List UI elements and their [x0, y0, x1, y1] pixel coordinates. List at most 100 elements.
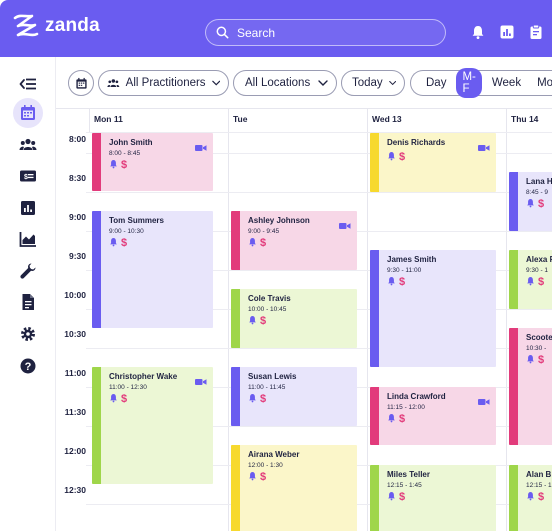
video-camera-icon[interactable] — [195, 139, 207, 157]
svg-text:$: $ — [538, 276, 544, 286]
appointment-status-icons: $ — [526, 353, 546, 364]
payment-dollar-icon: $ — [260, 237, 266, 247]
appointment-time: 8:00 - 8:45 — [109, 150, 141, 157]
settings-icon[interactable] — [18, 324, 38, 344]
time-label: 8:30 — [68, 173, 86, 183]
appointment-color-bar — [509, 328, 518, 445]
bell-icon[interactable] — [470, 24, 486, 40]
locations-label: All Locations — [245, 77, 311, 89]
top-bar: zanda — [0, 0, 552, 57]
appointment-time: 12:15 - 1 — [526, 482, 552, 489]
appointment-color-bar — [92, 133, 101, 191]
reminder-bell-icon — [527, 491, 534, 500]
appointment-card[interactable]: Linda Crawford 11:15 - 12:00 $ — [370, 387, 496, 445]
payment-dollar-icon: $ — [538, 198, 544, 208]
appointment-card[interactable]: James Smith 9:30 - 11:00 $ — [370, 250, 496, 367]
reminder-bell-icon — [527, 198, 534, 207]
clipboard-icon[interactable] — [528, 24, 544, 40]
appointment-card[interactable]: Tom Summers 9:00 - 10:30 $ — [92, 211, 213, 328]
logo[interactable]: zanda — [12, 13, 100, 39]
zanda-logo-icon — [13, 14, 39, 37]
appointment-color-bar — [370, 250, 379, 367]
payment-dollar-icon: $ — [399, 151, 405, 161]
header-divider — [86, 132, 552, 133]
appointment-card[interactable]: Christopher Wake 11:00 - 12:30 $ — [92, 367, 213, 484]
appointment-client-name: Scoote — [526, 333, 552, 342]
day-header[interactable]: Thu 14 — [506, 109, 552, 132]
analytics-icon[interactable] — [18, 229, 38, 249]
billing-icon[interactable]: $ — [18, 166, 38, 186]
practitioners-label: All Practitioners — [125, 77, 206, 89]
payment-dollar-icon: $ — [260, 315, 266, 325]
view-week[interactable]: Week — [491, 77, 522, 89]
appointment-client-name: John Smith — [109, 138, 153, 147]
video-icon — [195, 379, 207, 385]
appointment-card[interactable]: Alexa F 9:30 - 1 $ — [509, 250, 552, 309]
time-label: 11:30 — [64, 407, 86, 417]
appointment-time: 11:00 - 12:30 — [109, 384, 147, 391]
appointment-card[interactable]: Miles Teller 12:15 - 1:45 $ — [370, 465, 496, 531]
video-camera-icon[interactable] — [339, 217, 351, 235]
day-header[interactable]: Tue — [228, 109, 367, 132]
reminder-bell-icon — [110, 159, 117, 168]
help-icon[interactable]: ? — [18, 356, 38, 376]
appointment-card[interactable]: Scoote 10:30 - $ — [509, 328, 552, 445]
collapse-menu-icon[interactable] — [18, 74, 38, 94]
calendar-small-icon — [75, 77, 87, 89]
appointment-card[interactable]: Lana H 8:45 - 9 $ — [509, 172, 552, 231]
wrench-icon[interactable] — [18, 261, 38, 281]
svg-text:$: $ — [538, 198, 544, 208]
day-header[interactable]: Mon 11 — [89, 109, 228, 132]
payment-dollar-icon: $ — [260, 471, 266, 481]
appointment-client-name: Tom Summers — [109, 216, 164, 225]
appointment-card[interactable]: Alan B 12:15 - 1 $ — [509, 465, 552, 531]
appointment-color-bar — [509, 250, 518, 309]
appointment-card[interactable]: Cole Travis 10:00 - 10:45 $ — [231, 289, 357, 348]
locations-dropdown[interactable]: All Locations — [233, 70, 337, 96]
video-camera-icon[interactable] — [195, 373, 207, 391]
video-camera-icon[interactable] — [478, 393, 490, 411]
time-label: 9:00 — [68, 212, 86, 222]
document-icon[interactable] — [18, 292, 38, 312]
appointment-status-icons: $ — [248, 470, 268, 481]
appointment-status-icons: $ — [248, 236, 268, 247]
appointment-client-name: Lana H — [526, 177, 552, 186]
appointment-card[interactable]: John Smith 8:00 - 8:45 $ — [92, 133, 213, 191]
appointment-color-bar — [231, 211, 240, 270]
time-gridline — [86, 426, 552, 427]
video-camera-icon[interactable] — [478, 139, 490, 157]
appointment-card[interactable]: Denis Richards $ — [370, 133, 496, 192]
clients-icon[interactable] — [18, 135, 38, 155]
today-label: Today — [352, 77, 383, 89]
reminder-bell-icon — [388, 276, 395, 285]
reports-icon[interactable] — [499, 24, 515, 40]
time-label: 8:00 — [68, 134, 86, 144]
day-header[interactable]: Wed 13 — [367, 109, 506, 132]
video-icon — [339, 223, 351, 229]
svg-text:$: $ — [260, 315, 266, 325]
view-month[interactable]: Month — [537, 77, 552, 89]
svg-text:$: $ — [260, 393, 266, 403]
appointment-card[interactable]: Ashley Johnson 9:00 - 9:45 $ — [231, 211, 357, 270]
reminder-bell-icon — [110, 237, 117, 246]
appointment-time: 9:00 - 9:45 — [248, 228, 280, 235]
search-bar[interactable] — [205, 19, 446, 46]
reminder-bell-icon — [249, 315, 256, 324]
view-m-f[interactable]: M-F — [456, 68, 482, 98]
today-dropdown[interactable]: Today — [341, 70, 405, 96]
reports-nav-icon[interactable] — [18, 198, 38, 218]
day-divider — [506, 109, 507, 531]
date-picker-button[interactable] — [68, 70, 94, 96]
appointment-card[interactable]: Airana Weber 12:00 - 1:30 $ — [231, 445, 357, 531]
appointment-client-name: Miles Teller — [387, 470, 430, 479]
appointment-time: 10:00 - 10:45 — [248, 306, 287, 313]
appointment-card[interactable]: Susan Lewis 11:00 - 11:45 $ — [231, 367, 357, 426]
view-day[interactable]: Day — [426, 77, 447, 89]
practitioners-dropdown[interactable]: All Practitioners — [98, 70, 229, 96]
payment-dollar-icon: $ — [538, 354, 544, 364]
calendar-icon[interactable] — [18, 103, 38, 123]
reminder-bell-icon — [249, 393, 256, 402]
search-input[interactable] — [237, 25, 427, 40]
appointment-client-name: Linda Crawford — [387, 392, 446, 401]
video-icon — [478, 145, 490, 151]
